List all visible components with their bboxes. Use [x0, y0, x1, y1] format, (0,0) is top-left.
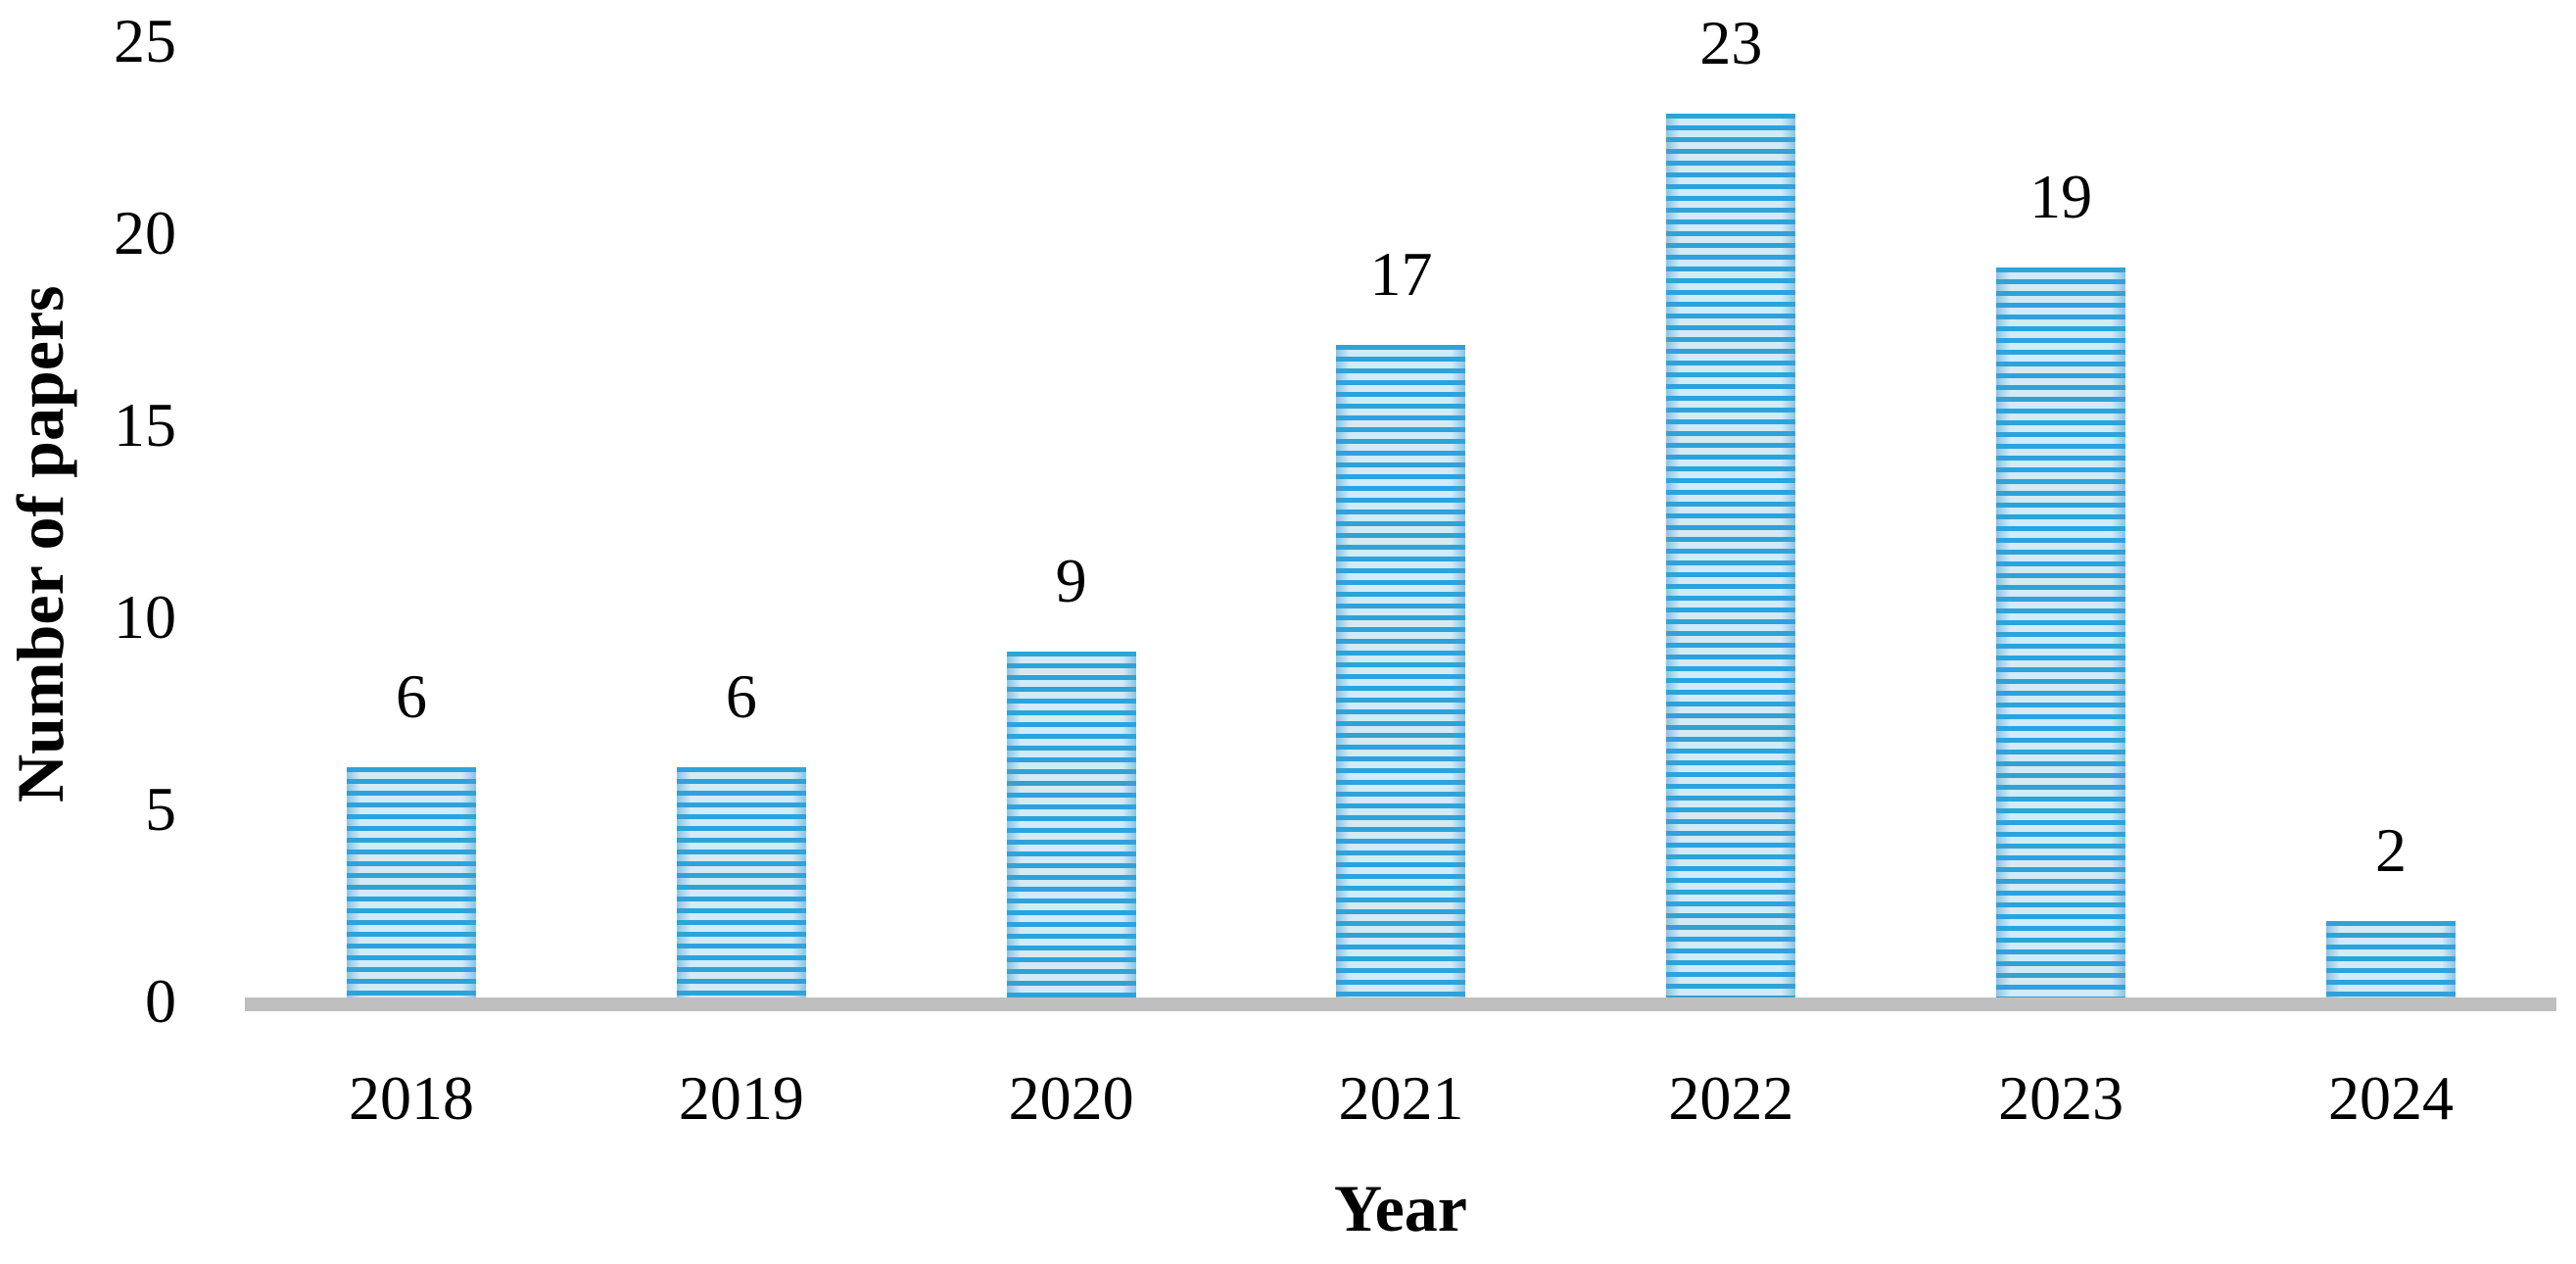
y-tick-label: 5: [145, 774, 176, 844]
bar-2019: [676, 766, 806, 997]
x-tick-label: 2020: [1008, 1063, 1134, 1133]
bar-value-label: 23: [1699, 8, 1763, 78]
y-tick-label: 25: [114, 6, 176, 75]
bar-value-label: 17: [1369, 238, 1433, 309]
bar-value-label: 6: [725, 660, 757, 731]
x-tick-label: 2018: [349, 1063, 474, 1133]
y-tick-label: 10: [114, 582, 176, 652]
x-axis-line: [245, 997, 2556, 1011]
y-tick-label: 0: [145, 966, 176, 1036]
bar-2024: [2325, 920, 2456, 997]
x-tick-label: 2021: [1338, 1063, 1464, 1133]
bar-value-label: 6: [396, 660, 427, 731]
x-tick-label: 2024: [2327, 1063, 2454, 1133]
bar-2018: [347, 766, 476, 997]
x-axis-title: Year: [1334, 1171, 1467, 1245]
bar-value-label: 9: [1055, 546, 1087, 616]
y-tick-label: 20: [114, 198, 176, 267]
bar-2021: [1336, 344, 1466, 997]
y-tick-label: 15: [114, 390, 176, 460]
bar-value-label: 19: [2029, 162, 2093, 232]
bar-value-label: 2: [2374, 814, 2407, 885]
x-tick-label: 2019: [678, 1063, 804, 1133]
bar-2023: [1996, 267, 2126, 997]
x-tick-label: 2022: [1668, 1063, 1794, 1133]
bar-2020: [1006, 652, 1136, 997]
x-tick-label: 2023: [1998, 1063, 2124, 1133]
bar-2022: [1666, 114, 1796, 997]
